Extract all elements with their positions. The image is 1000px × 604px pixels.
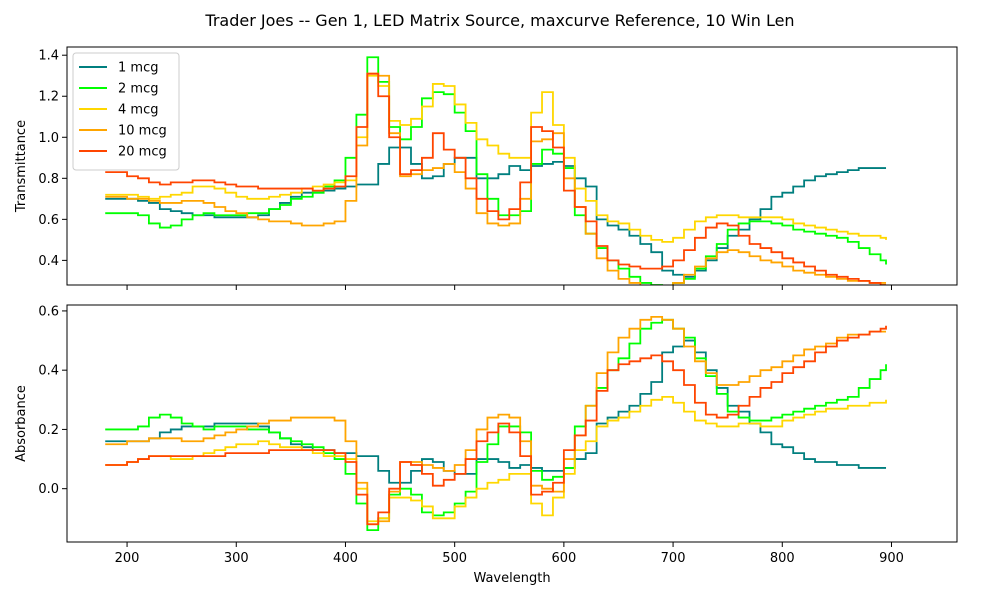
- series-line-20-mcg: [105, 325, 887, 526]
- x-tick-label: 300: [224, 551, 249, 566]
- legend-label-10-mcg: 10 mcg: [118, 124, 167, 139]
- x-tick-label: 500: [442, 551, 467, 566]
- y-tick-label: 0.8: [38, 172, 59, 187]
- axes-frame: [66, 304, 958, 543]
- legend-label-4-mcg: 4 mcg: [118, 103, 158, 118]
- series-line-20-mcg: [105, 72, 887, 285]
- legend: 1 mcg 2 mcg 4 mcg 10 mcg 20 mcg: [72, 52, 180, 171]
- series-line-10-mcg: [105, 72, 887, 285]
- axes-frame: [66, 46, 958, 286]
- y-tick-label: 0.6: [38, 213, 59, 228]
- y-tick-label: 0.4: [38, 254, 59, 269]
- legend-box: [72, 52, 180, 171]
- series-lines: [105, 56, 887, 285]
- series-line-2-mcg: [105, 318, 887, 532]
- absorbance-panel: 200 300 400 500 600 700 800 900 0.0 0.2 0.4 0.6 Abso…: [14, 304, 958, 586]
- y-axis-label: Absorbance: [14, 385, 29, 462]
- series-line-10-mcg: [105, 315, 887, 526]
- y-tick-label: 1.0: [38, 131, 59, 146]
- y-tick-label: 1.4: [38, 49, 59, 64]
- figure-title: Trader Joes -- Gen 1, LED Matrix Source,…: [204, 11, 794, 30]
- transmittance-panel: 0.4 0.6 0.8 1.0 1.2 1.4 Transmittance 1 mcg 2 mc…: [14, 46, 958, 290]
- y-tick-label: 0.2: [38, 423, 59, 438]
- x-tick-label: 800: [770, 551, 795, 566]
- legend-label-2-mcg: 2 mcg: [118, 82, 158, 97]
- series-line-4-mcg: [105, 74, 887, 243]
- x-tick-label: 200: [115, 551, 140, 566]
- legend-label-1-mcg: 1 mcg: [118, 61, 158, 76]
- series-line-2-mcg: [105, 56, 887, 285]
- y-tick-label: 1.2: [38, 90, 59, 105]
- legend-label-20-mcg: 20 mcg: [118, 145, 167, 160]
- x-tick-label: 400: [333, 551, 358, 566]
- x-tick-label: 700: [661, 551, 686, 566]
- series-line-1-mcg: [105, 146, 887, 278]
- series-line-4-mcg: [105, 395, 887, 523]
- y-tick-label: 0.0: [38, 482, 59, 497]
- x-tick-label: 600: [551, 551, 576, 566]
- x-tick-label: 900: [879, 551, 904, 566]
- series-lines: [105, 315, 887, 532]
- x-axis-label: Wavelength: [473, 571, 550, 586]
- y-axis-label: Transmittance: [14, 120, 29, 213]
- y-tick-label: 0.4: [38, 364, 59, 379]
- y-tick-label: 0.6: [38, 304, 59, 319]
